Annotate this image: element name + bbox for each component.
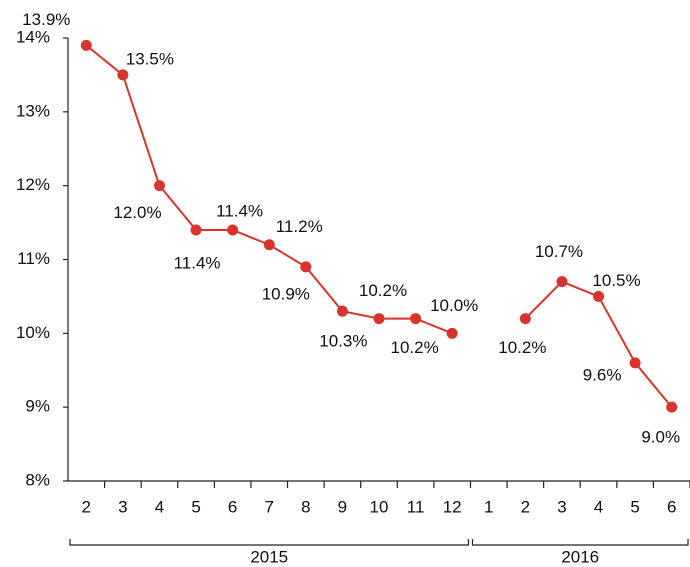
- data-label: 13.9%: [22, 10, 70, 29]
- data-label: 10.3%: [319, 332, 367, 351]
- x-tick-label: 2: [82, 497, 91, 516]
- x-tick-label: 6: [228, 497, 237, 516]
- point: [556, 276, 568, 288]
- y-tick-label: 14%: [16, 27, 50, 46]
- data-label: 9.0%: [641, 428, 680, 447]
- data-label: 10.7%: [535, 242, 583, 261]
- x-tick-label: 4: [594, 497, 603, 516]
- group-bracket: [471, 539, 689, 546]
- point: [80, 39, 92, 51]
- point: [227, 224, 239, 236]
- y-tick-label: 8%: [25, 470, 50, 489]
- point: [519, 313, 531, 325]
- point: [593, 290, 605, 302]
- data-label: 10.0%: [430, 296, 478, 315]
- data-label: 11.2%: [276, 217, 323, 236]
- x-tick-label: 11: [407, 497, 425, 516]
- x-tick-label: 7: [265, 497, 274, 516]
- point: [629, 357, 641, 369]
- point: [666, 401, 678, 413]
- group-label: 2015: [250, 547, 288, 566]
- x-tick-label: 6: [667, 497, 676, 516]
- data-label: 13.5%: [126, 49, 174, 68]
- point: [446, 327, 458, 339]
- point: [300, 261, 312, 273]
- x-tick-label: 4: [155, 497, 164, 516]
- data-label: 10.9%: [262, 284, 310, 303]
- point: [373, 313, 385, 325]
- x-tick-label: 12: [443, 497, 462, 516]
- x-tick-label: 2: [521, 497, 530, 516]
- data-label: 11.4%: [174, 253, 221, 272]
- x-tick-label: 10: [370, 497, 389, 516]
- y-tick-label: 12%: [16, 175, 50, 194]
- group-label: 2016: [561, 547, 599, 566]
- y-tick-label: 9%: [25, 397, 50, 416]
- data-label: 10.2%: [390, 338, 438, 357]
- group-bracket: [69, 539, 470, 546]
- point: [263, 239, 275, 251]
- data-label: 9.6%: [583, 365, 622, 384]
- x-tick-label: 5: [191, 497, 200, 516]
- x-tick-label: 9: [338, 497, 347, 516]
- data-label: 10.5%: [592, 271, 640, 290]
- data-label: 10.2%: [498, 338, 546, 357]
- point: [117, 69, 129, 81]
- data-label: 11.4%: [216, 201, 263, 220]
- point: [336, 305, 348, 317]
- data-label: 12.0%: [113, 203, 161, 222]
- y-tick-label: 11%: [17, 249, 50, 268]
- y-tick-label: 10%: [16, 323, 50, 342]
- y-tick-label: 13%: [16, 101, 50, 120]
- point: [410, 313, 422, 325]
- x-tick-label: 3: [118, 497, 127, 516]
- x-tick-label: 8: [301, 497, 310, 516]
- data-label: 10.2%: [359, 281, 407, 300]
- x-tick-label: 3: [557, 497, 566, 516]
- point: [190, 224, 202, 236]
- point: [153, 180, 165, 192]
- x-tick-label: 1: [484, 497, 493, 516]
- x-tick-label: 5: [630, 497, 639, 516]
